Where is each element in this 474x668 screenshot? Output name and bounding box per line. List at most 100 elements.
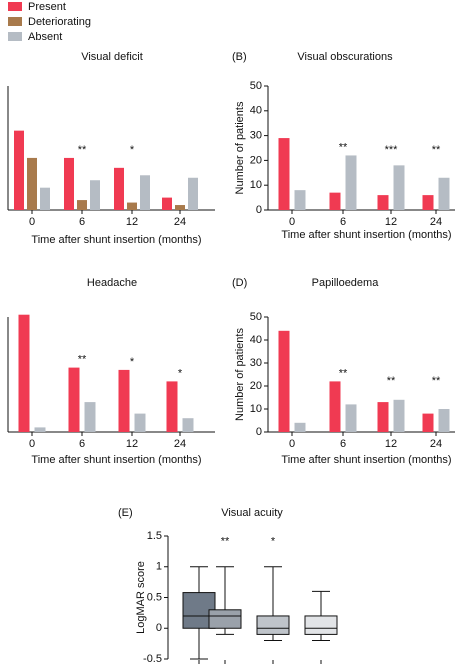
y-tick-label: 20	[250, 380, 262, 392]
x-tick-label: 12	[126, 438, 138, 450]
significance: **	[432, 375, 441, 387]
bar	[162, 197, 172, 210]
panel-label: (D)	[232, 277, 247, 289]
chart-title: Visual deficit	[81, 51, 143, 63]
y-tick-label: 0	[156, 622, 162, 634]
x-tick-label: 12	[126, 216, 138, 228]
bar	[377, 402, 389, 432]
bar	[182, 418, 194, 432]
y-tick-label: 30	[250, 130, 262, 142]
bar	[18, 314, 30, 432]
bar	[84, 402, 96, 432]
significance: **	[221, 536, 230, 548]
chart-title: Visual acuity	[221, 507, 283, 519]
bar	[68, 367, 80, 432]
significance: **	[339, 141, 348, 153]
y-tick-label: 40	[250, 105, 262, 117]
x-tick-label: 6	[340, 216, 346, 228]
bar	[345, 404, 357, 432]
chart-title: Headache	[87, 277, 137, 289]
significance: **	[387, 375, 396, 387]
x-tick-label: 24	[430, 216, 442, 228]
x-tick-label: 24	[430, 438, 442, 450]
bar	[77, 200, 87, 210]
x-tick-label: 12	[385, 216, 397, 228]
y-tick-label: 0.5	[147, 591, 162, 603]
bar	[175, 205, 185, 210]
panel-label: (E)	[118, 507, 133, 519]
bar	[278, 138, 290, 210]
chart-title: Papilloedema	[312, 277, 380, 289]
x-axis-title: Time after shunt insertion (months)	[281, 229, 451, 241]
bar	[40, 187, 50, 210]
bar	[393, 399, 405, 432]
legend-label: Absent	[28, 31, 62, 43]
bar	[278, 330, 290, 432]
x-tick-label: 0	[289, 438, 295, 450]
legend-label: Deteriorating	[28, 16, 91, 28]
x-tick-label: 12	[385, 438, 397, 450]
bar	[188, 177, 198, 210]
significance: *	[178, 367, 183, 379]
bar	[294, 190, 306, 210]
x-tick-label: 6	[340, 438, 346, 450]
y-axis-title: LogMAR score	[135, 561, 147, 634]
bar	[438, 177, 450, 210]
significance: *	[271, 536, 276, 548]
bar	[422, 413, 434, 432]
legend-swatch	[8, 32, 22, 41]
y-axis-title: Number of patients	[234, 328, 246, 421]
x-tick-label: 0	[29, 438, 35, 450]
bar	[127, 202, 137, 210]
bar	[14, 130, 24, 210]
y-axis-title: Number of patients	[234, 101, 246, 194]
bar	[294, 422, 306, 432]
significance: **	[339, 367, 348, 379]
y-tick-label: 0	[256, 204, 262, 216]
bar	[118, 369, 130, 432]
y-tick-label: 1.5	[147, 530, 162, 542]
significance: **	[78, 354, 87, 366]
bar	[27, 157, 37, 210]
significance: *	[130, 144, 135, 156]
chart-title: Visual obscurations	[297, 51, 393, 63]
legend-swatch	[8, 17, 22, 26]
x-tick-label: 6	[79, 216, 85, 228]
x-axis-title: Time after shunt insertion (months)	[31, 234, 201, 246]
legend-label: Present	[28, 1, 66, 13]
y-tick-label: 30	[250, 357, 262, 369]
significance: *	[130, 356, 135, 368]
bar	[140, 175, 150, 210]
bar	[34, 427, 46, 432]
box	[304, 615, 338, 635]
y-tick-label: 10	[250, 403, 262, 415]
bar	[393, 165, 405, 210]
y-tick-label: 50	[250, 311, 262, 323]
x-tick-label: 0	[29, 216, 35, 228]
y-tick-label: 0	[256, 426, 262, 438]
x-axis-title: Time after shunt insertion (months)	[31, 454, 201, 466]
x-tick-label: 24	[174, 438, 186, 450]
y-tick-label: -0.5	[143, 653, 162, 665]
bar	[90, 180, 100, 210]
y-tick-label: 20	[250, 154, 262, 166]
y-tick-label: 1	[156, 561, 162, 573]
bar	[422, 195, 434, 210]
legend-swatch	[8, 2, 22, 11]
bar	[377, 195, 389, 210]
significance: ***	[385, 144, 399, 156]
box	[256, 615, 290, 635]
box	[208, 609, 242, 629]
bar	[329, 192, 341, 210]
x-tick-label: 0	[289, 216, 295, 228]
bar	[166, 381, 178, 432]
y-tick-label: 40	[250, 334, 262, 346]
bar	[64, 157, 74, 210]
bar	[345, 155, 357, 210]
bar	[114, 167, 124, 210]
y-tick-label: 50	[250, 80, 262, 92]
bar	[438, 409, 450, 432]
x-tick-label: 6	[79, 438, 85, 450]
bar	[134, 413, 146, 432]
